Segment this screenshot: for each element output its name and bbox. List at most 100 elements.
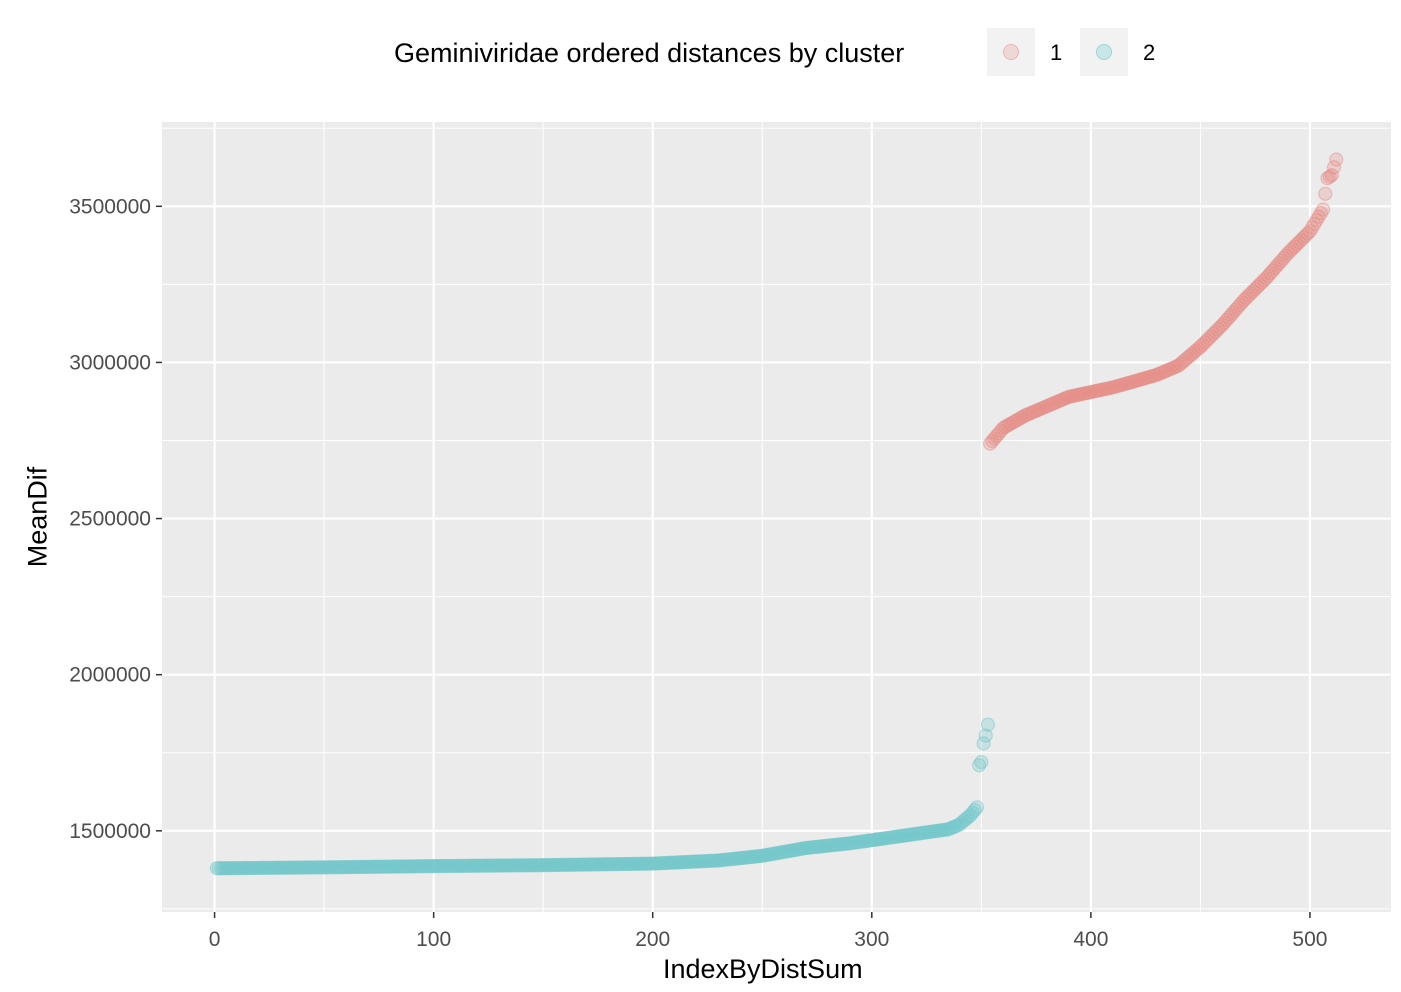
data-point-series-2 <box>603 857 619 872</box>
data-point-series-1 <box>1280 246 1296 261</box>
data-point-series-1 <box>1149 367 1164 383</box>
data-point-series-1 <box>1269 258 1285 273</box>
data-point-series-1 <box>1199 333 1215 348</box>
data-point-series-1 <box>991 426 1006 441</box>
data-point-series-1 <box>1298 228 1313 243</box>
data-point-series-1 <box>1169 359 1184 374</box>
data-point-series-1 <box>1278 248 1293 263</box>
data-point-series-2 <box>380 859 395 874</box>
data-point-series-2 <box>612 856 627 872</box>
data-point-series-2 <box>623 856 638 872</box>
data-point-series-2 <box>779 844 794 859</box>
data-point-series-1 <box>1162 362 1177 377</box>
data-point-series-2 <box>384 859 400 874</box>
data-point-series-2 <box>319 860 334 875</box>
data-point-series-1 <box>1256 273 1272 288</box>
data-point-series-1 <box>1007 414 1022 429</box>
data-point-series-1 <box>1213 320 1228 335</box>
data-point-series-2 <box>877 831 893 846</box>
data-point-series-2 <box>847 835 862 850</box>
data-point-series-1 <box>1156 365 1171 380</box>
data-point-series-2 <box>398 859 413 874</box>
data-point-series-2 <box>422 859 437 874</box>
data-point-series-2 <box>904 827 919 842</box>
data-point-series-1 <box>1318 186 1333 201</box>
data-point-series-2 <box>402 859 417 874</box>
data-point-series-2 <box>901 827 917 842</box>
data-point-series-2 <box>356 859 371 874</box>
data-point-series-1 <box>1153 365 1169 381</box>
data-point-series-2 <box>704 853 719 868</box>
data-point-series-1 <box>1180 350 1195 366</box>
data-point-series-2 <box>818 838 833 853</box>
data-point-series-2 <box>792 842 807 857</box>
data-point-series-2 <box>757 848 772 863</box>
data-point-series-2 <box>735 850 750 866</box>
data-point-series-2 <box>562 857 577 872</box>
data-point-series-1 <box>1245 284 1261 299</box>
data-point-series-2 <box>233 860 248 876</box>
data-point-series-2 <box>941 822 956 837</box>
data-point-series-2 <box>347 859 362 875</box>
legend-title: Geminiviridae ordered distances by clust… <box>394 38 905 68</box>
data-point-series-2 <box>481 858 496 873</box>
data-point-series-1 <box>1322 169 1337 184</box>
data-point-series-1 <box>1204 328 1219 343</box>
data-point-series-2 <box>310 860 325 875</box>
data-point-series-1 <box>1234 295 1250 310</box>
data-point-series-2 <box>827 837 842 853</box>
data-point-series-1 <box>1241 288 1256 303</box>
data-point-series-2 <box>312 860 327 875</box>
data-point-series-1 <box>1202 330 1217 346</box>
data-point-series-1 <box>1035 400 1050 416</box>
data-point-series-2 <box>435 858 450 874</box>
data-point-series-2 <box>352 859 367 875</box>
data-point-series-2 <box>869 832 884 847</box>
data-point-series-2 <box>483 858 498 873</box>
data-point-series-1 <box>1103 380 1118 395</box>
data-point-series-2 <box>301 860 316 875</box>
data-point-series-2 <box>663 855 678 870</box>
data-point-series-2 <box>880 830 895 846</box>
data-point-series-2 <box>647 856 663 871</box>
data-point-series-2 <box>954 815 969 830</box>
data-point-series-2 <box>691 854 706 869</box>
data-point-series-1 <box>1237 292 1252 308</box>
data-point-series-2 <box>893 829 908 844</box>
data-point-series-1 <box>1191 341 1206 356</box>
data-point-series-1 <box>1079 385 1094 401</box>
data-point-series-2 <box>279 860 294 875</box>
data-point-series-2 <box>281 860 297 875</box>
data-point-series-2 <box>277 860 292 875</box>
data-point-series-1 <box>1311 209 1326 224</box>
data-point-series-2 <box>306 860 321 875</box>
data-point-series-2 <box>459 858 474 873</box>
data-point-series-1 <box>1000 418 1015 433</box>
data-point-series-2 <box>777 844 792 859</box>
data-point-series-2 <box>455 858 470 873</box>
data-point-series-2 <box>584 857 599 872</box>
data-point-series-2 <box>220 861 235 876</box>
data-point-series-2 <box>816 839 831 854</box>
data-point-series-2 <box>430 858 446 874</box>
data-point-series-1 <box>1243 286 1258 301</box>
data-point-series-2 <box>586 857 601 872</box>
data-point-series-2 <box>593 857 608 872</box>
data-point-series-2 <box>849 835 864 850</box>
data-point-series-2 <box>474 858 489 873</box>
data-point-series-1 <box>1083 384 1098 400</box>
data-point-series-1 <box>1158 364 1173 379</box>
data-point-series-2 <box>579 857 595 872</box>
data-point-series-2 <box>895 828 910 843</box>
data-point-series-2 <box>365 859 380 874</box>
data-point-series-2 <box>492 858 507 873</box>
data-point-series-2 <box>284 860 299 875</box>
data-point-series-2 <box>750 849 765 864</box>
data-point-series-2 <box>844 835 860 851</box>
data-point-series-2 <box>387 859 402 874</box>
data-point-series-1 <box>1127 374 1142 389</box>
data-point-series-2 <box>321 860 336 875</box>
data-point-series-1 <box>1090 383 1105 398</box>
x-tick-label: 0 <box>209 928 221 951</box>
data-point-series-2 <box>825 838 840 853</box>
